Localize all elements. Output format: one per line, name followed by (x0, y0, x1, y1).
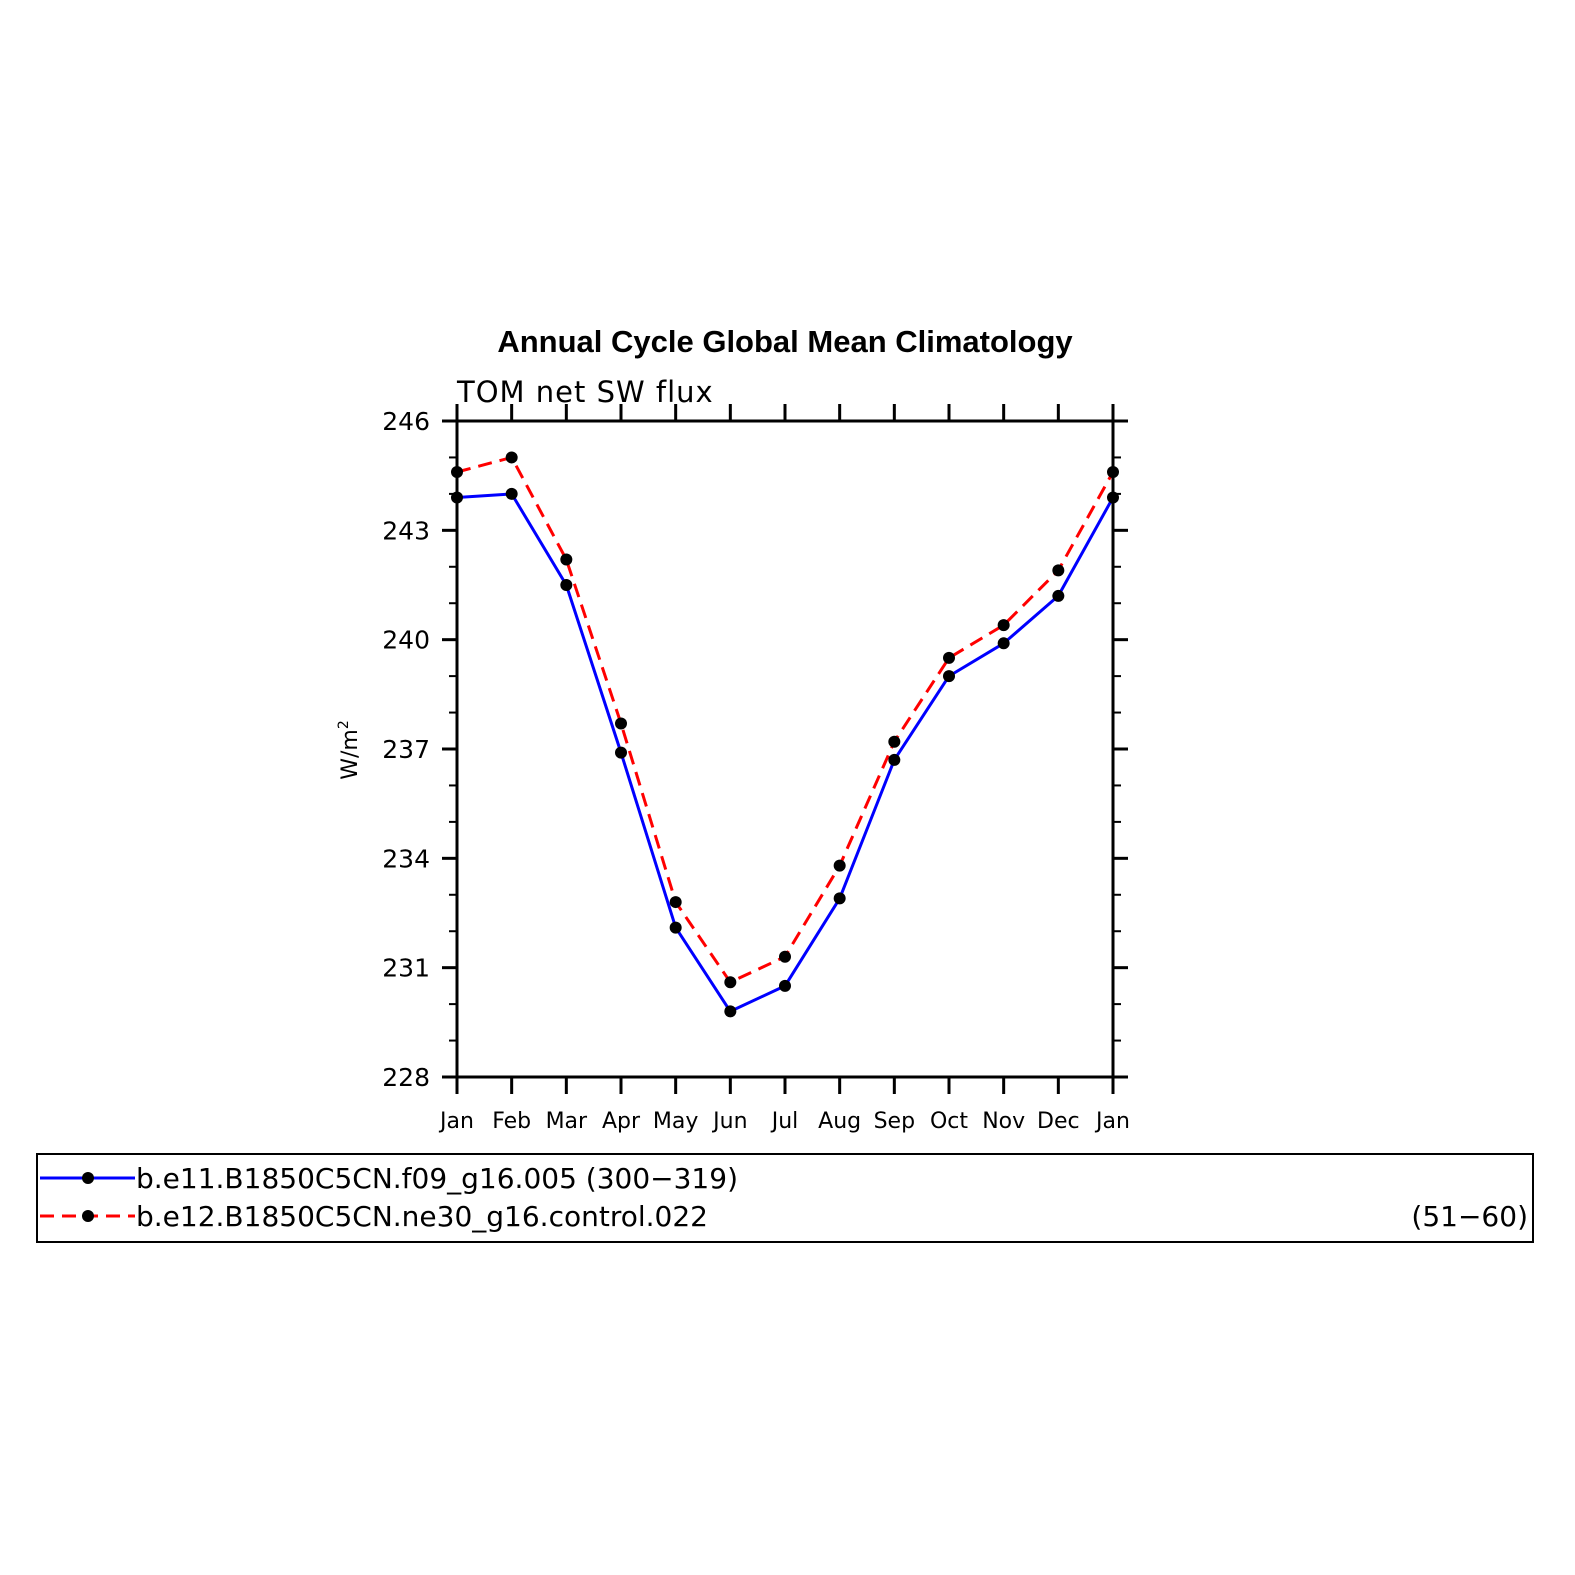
data-point (779, 950, 791, 963)
x-tick-labels: Jan Feb Mar Apr May Jun Jul Aug Sep Oct Nov Dec Jan (438, 1109, 1130, 1134)
data-point (669, 896, 682, 909)
data-point (1052, 564, 1065, 577)
series-lines (451, 451, 1119, 1018)
data-point (451, 466, 463, 479)
data-point (943, 651, 955, 664)
data-point (615, 746, 627, 759)
legend-range-label: (51−60) (1411, 1200, 1528, 1233)
data-point (1107, 491, 1119, 504)
y-tick-labels: 228 231 234 237 240 243 246 (382, 407, 430, 1092)
y-axis-label-base: W/m (338, 729, 363, 780)
data-point (615, 717, 627, 730)
data-point (833, 859, 846, 872)
x-tick-label: Jun (711, 1109, 747, 1134)
data-point (724, 1005, 737, 1018)
x-tick-label: Aug (818, 1109, 861, 1134)
x-tick-label: Nov (982, 1109, 1025, 1134)
data-point (724, 976, 737, 989)
legend-box (36, 1153, 1534, 1243)
data-point (943, 670, 955, 683)
data-point (669, 921, 682, 934)
legend: b.e11.B1850C5CN.f09_g16.005 (300−319) b.e… (36, 1153, 1534, 1243)
x-tick-label: May (653, 1109, 698, 1134)
data-point (833, 892, 846, 905)
chart-subtitle: TOM net SW flux (456, 375, 714, 409)
svg-text:W/m2: W/m2 (336, 720, 363, 780)
plot-frame (455, 419, 1115, 1079)
legend-label: b.e12.B1850C5CN.ne30_g16.control.022 (136, 1200, 708, 1233)
data-point (779, 979, 791, 992)
y-tick-label: 228 (382, 1063, 430, 1092)
y-tick-label: 237 (382, 735, 430, 764)
y-tick-label: 243 (382, 516, 430, 545)
y-tick-label: 246 (382, 407, 430, 436)
data-point (888, 735, 901, 748)
legend-label: b.e11.B1850C5CN.f09_g16.005 (300−319) (136, 1162, 738, 1195)
series-line (456, 492, 1115, 1013)
data-point (1107, 466, 1119, 479)
x-tick-label: Jan (438, 1109, 474, 1134)
data-point (505, 451, 518, 464)
x-tick-label: Dec (1037, 1109, 1080, 1134)
data-point (560, 579, 573, 591)
legend-marker (82, 1210, 94, 1222)
y-tick-label: 240 (382, 626, 430, 655)
y-tick-label: 231 (382, 954, 430, 983)
x-tick-label: Apr (602, 1109, 641, 1134)
data-point (888, 753, 901, 766)
x-tick-label: Mar (546, 1109, 588, 1134)
x-tick-label: Oct (930, 1109, 968, 1134)
data-point (451, 491, 463, 504)
series-line (456, 455, 1115, 984)
plot-axes (442, 404, 1128, 1094)
data-point (997, 637, 1010, 650)
data-point (505, 487, 518, 500)
legend-marker (82, 1172, 94, 1184)
y-tick-label: 234 (382, 844, 430, 873)
x-tick-label: Sep (874, 1109, 915, 1134)
y-axis-label-sup: 2 (336, 720, 352, 729)
x-tick-label: Feb (492, 1109, 531, 1134)
data-point (1052, 589, 1065, 602)
data-point (560, 553, 573, 566)
chart-title: Annual Cycle Global Mean Climatology (497, 324, 1073, 359)
y-axis-label: W/m2 (336, 720, 363, 780)
data-point (997, 619, 1010, 632)
x-tick-label: Jan (1094, 1109, 1130, 1134)
x-tick-label: Jul (770, 1109, 799, 1134)
